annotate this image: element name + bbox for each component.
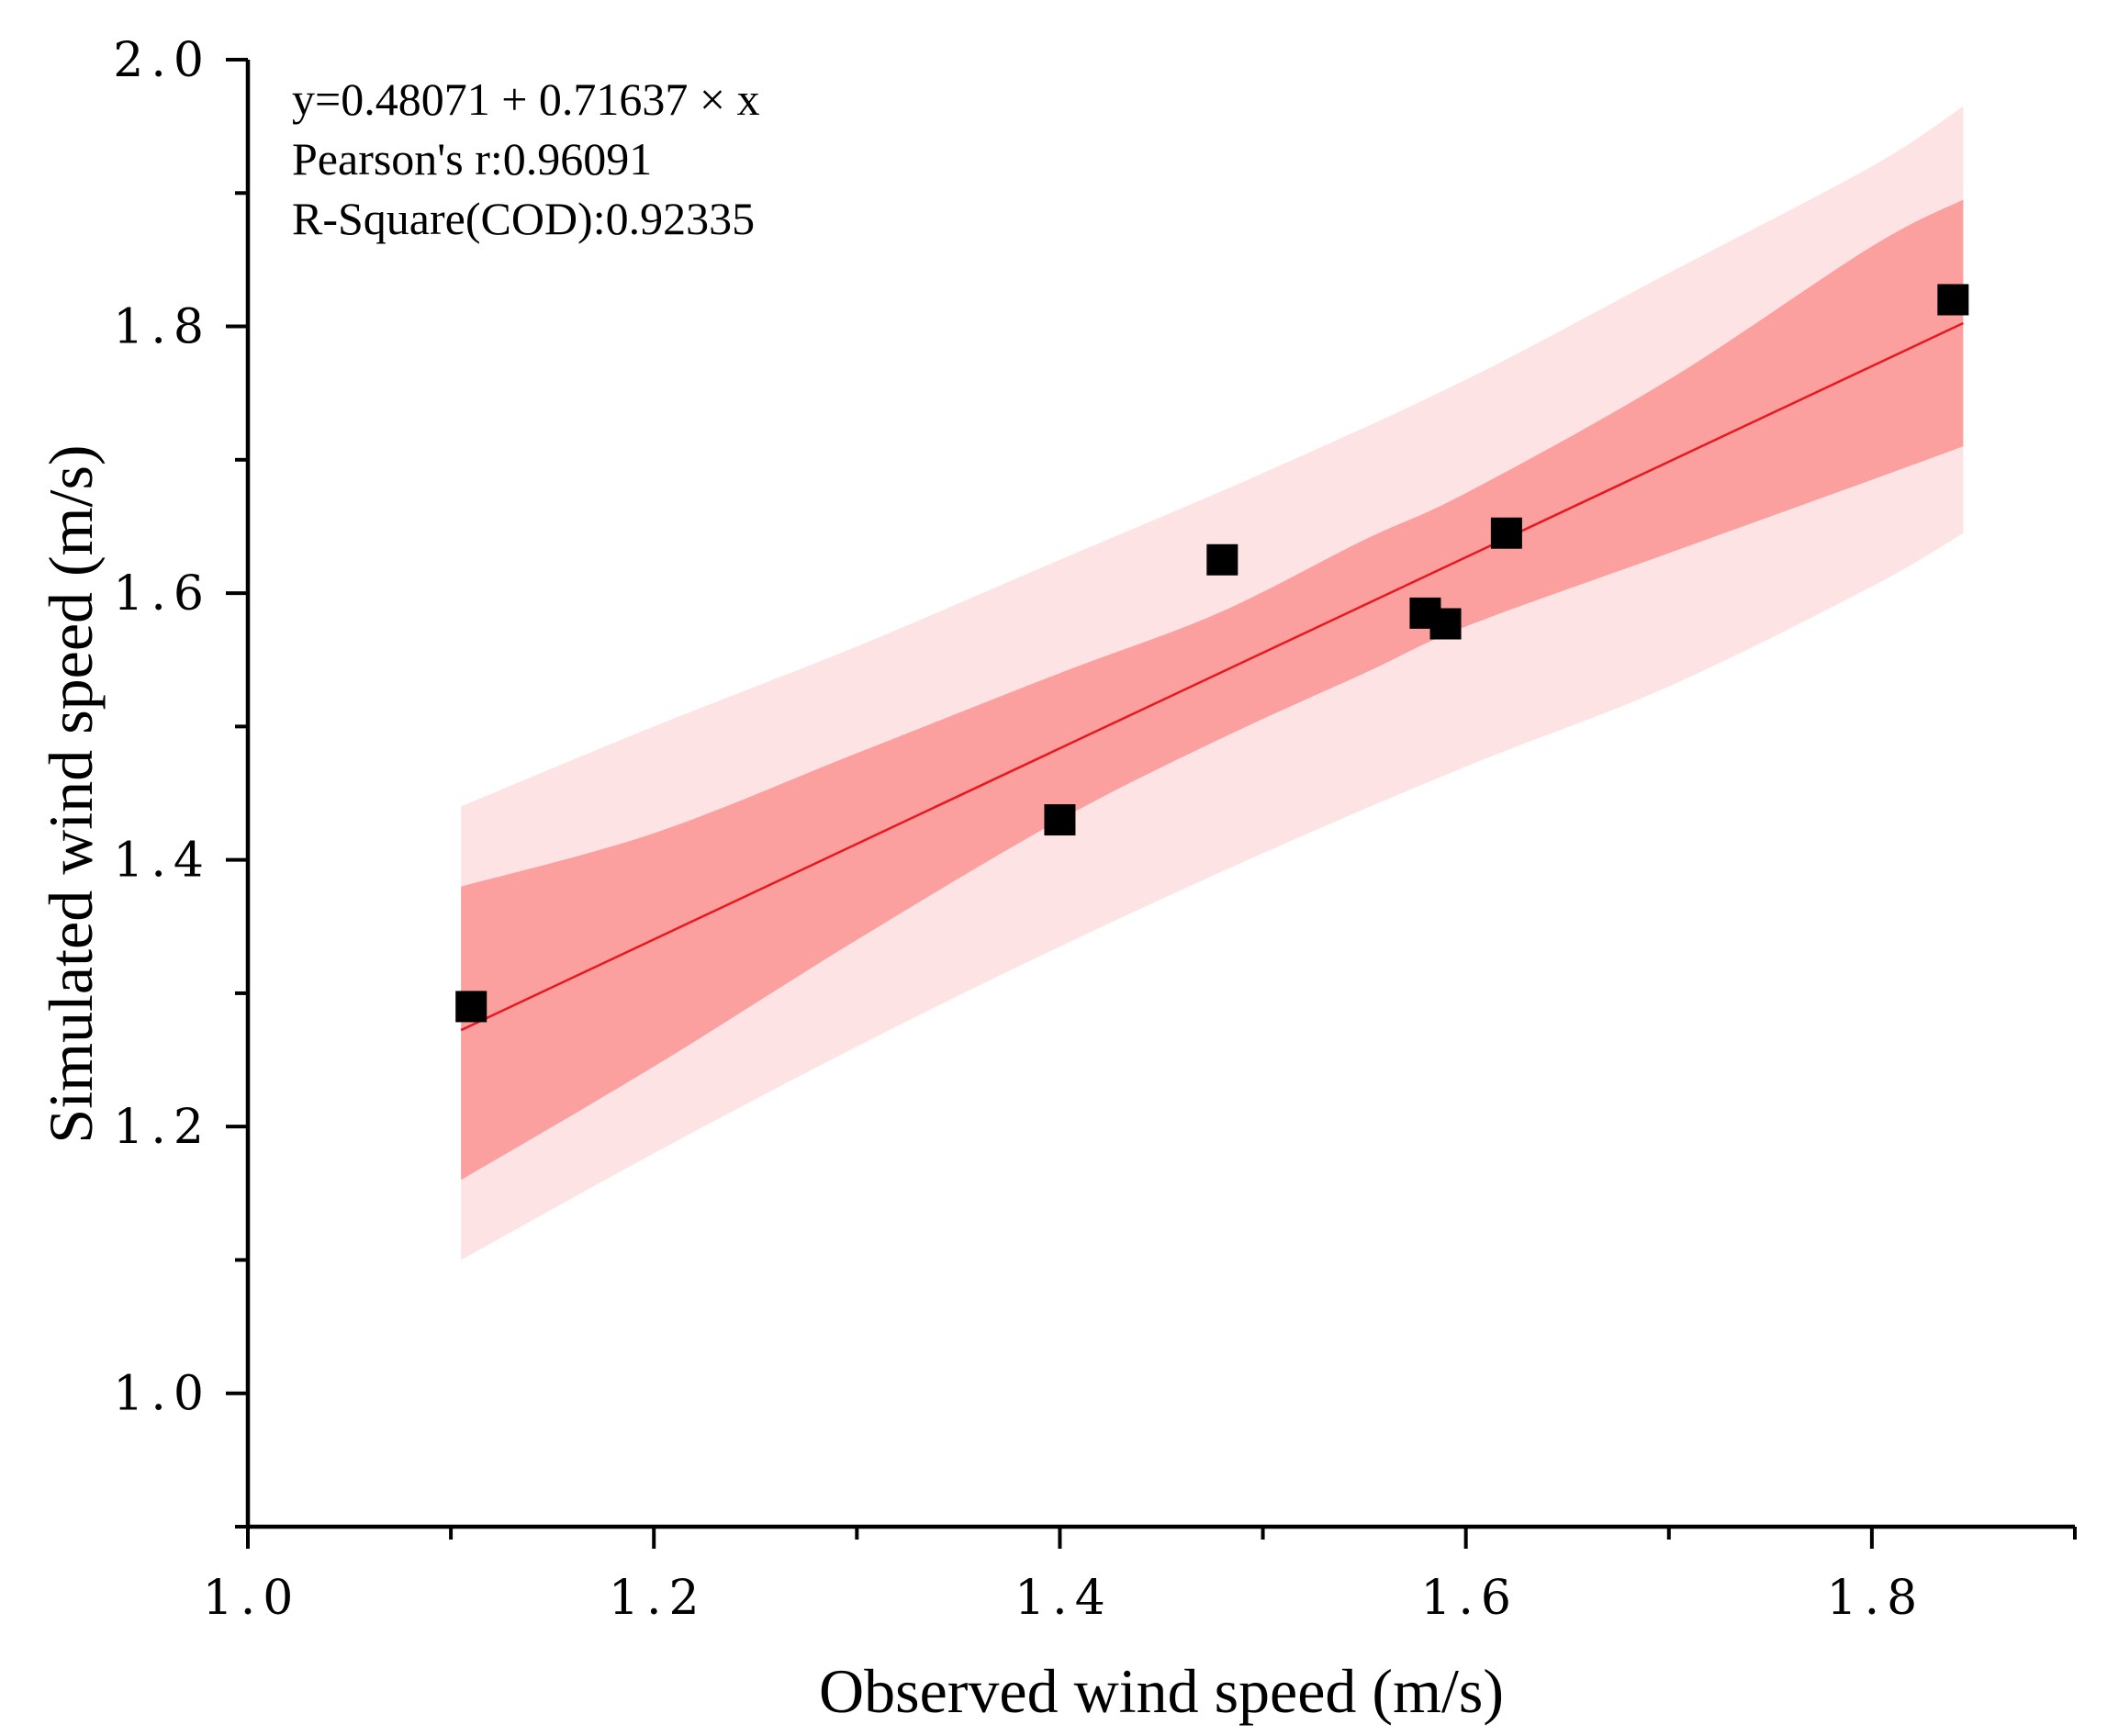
- x-tick-label: 1.8: [1827, 1571, 1925, 1626]
- x-tick-label: 1.0: [203, 1571, 301, 1626]
- data-point: [1937, 284, 1969, 316]
- pearson-r-annotation: Pearson's r:0.96091: [292, 133, 652, 185]
- fit-line: [460, 321, 1964, 1032]
- y-tick-label: 1.2: [113, 1100, 211, 1155]
- data-point: [1206, 543, 1238, 576]
- y-tick-label: 1.4: [113, 834, 211, 889]
- confidence-band: [461, 199, 1964, 1181]
- data-point: [1490, 517, 1522, 549]
- x-tick-label: 1.2: [609, 1571, 707, 1626]
- x-axis-title: Observed wind speed (m/s): [819, 1656, 1504, 1726]
- y-axis-title: Simulated wind speed (m/s): [36, 444, 106, 1143]
- y-tick-label: 2.0: [113, 33, 211, 88]
- r-square-annotation: R-Square(COD):0.92335: [292, 193, 755, 244]
- x-tick-label: 1.4: [1014, 1571, 1113, 1626]
- y-tick-label: 1.6: [113, 566, 211, 622]
- data-point: [1429, 608, 1462, 640]
- data-point: [1044, 804, 1076, 836]
- equation-annotation: y=0.48071 + 0.71637 × x: [292, 73, 760, 125]
- x-tick-label: 1.6: [1420, 1571, 1519, 1626]
- y-tick-label: 1.0: [113, 1367, 211, 1422]
- data-point: [455, 991, 488, 1023]
- y-tick-label: 1.8: [113, 300, 211, 355]
